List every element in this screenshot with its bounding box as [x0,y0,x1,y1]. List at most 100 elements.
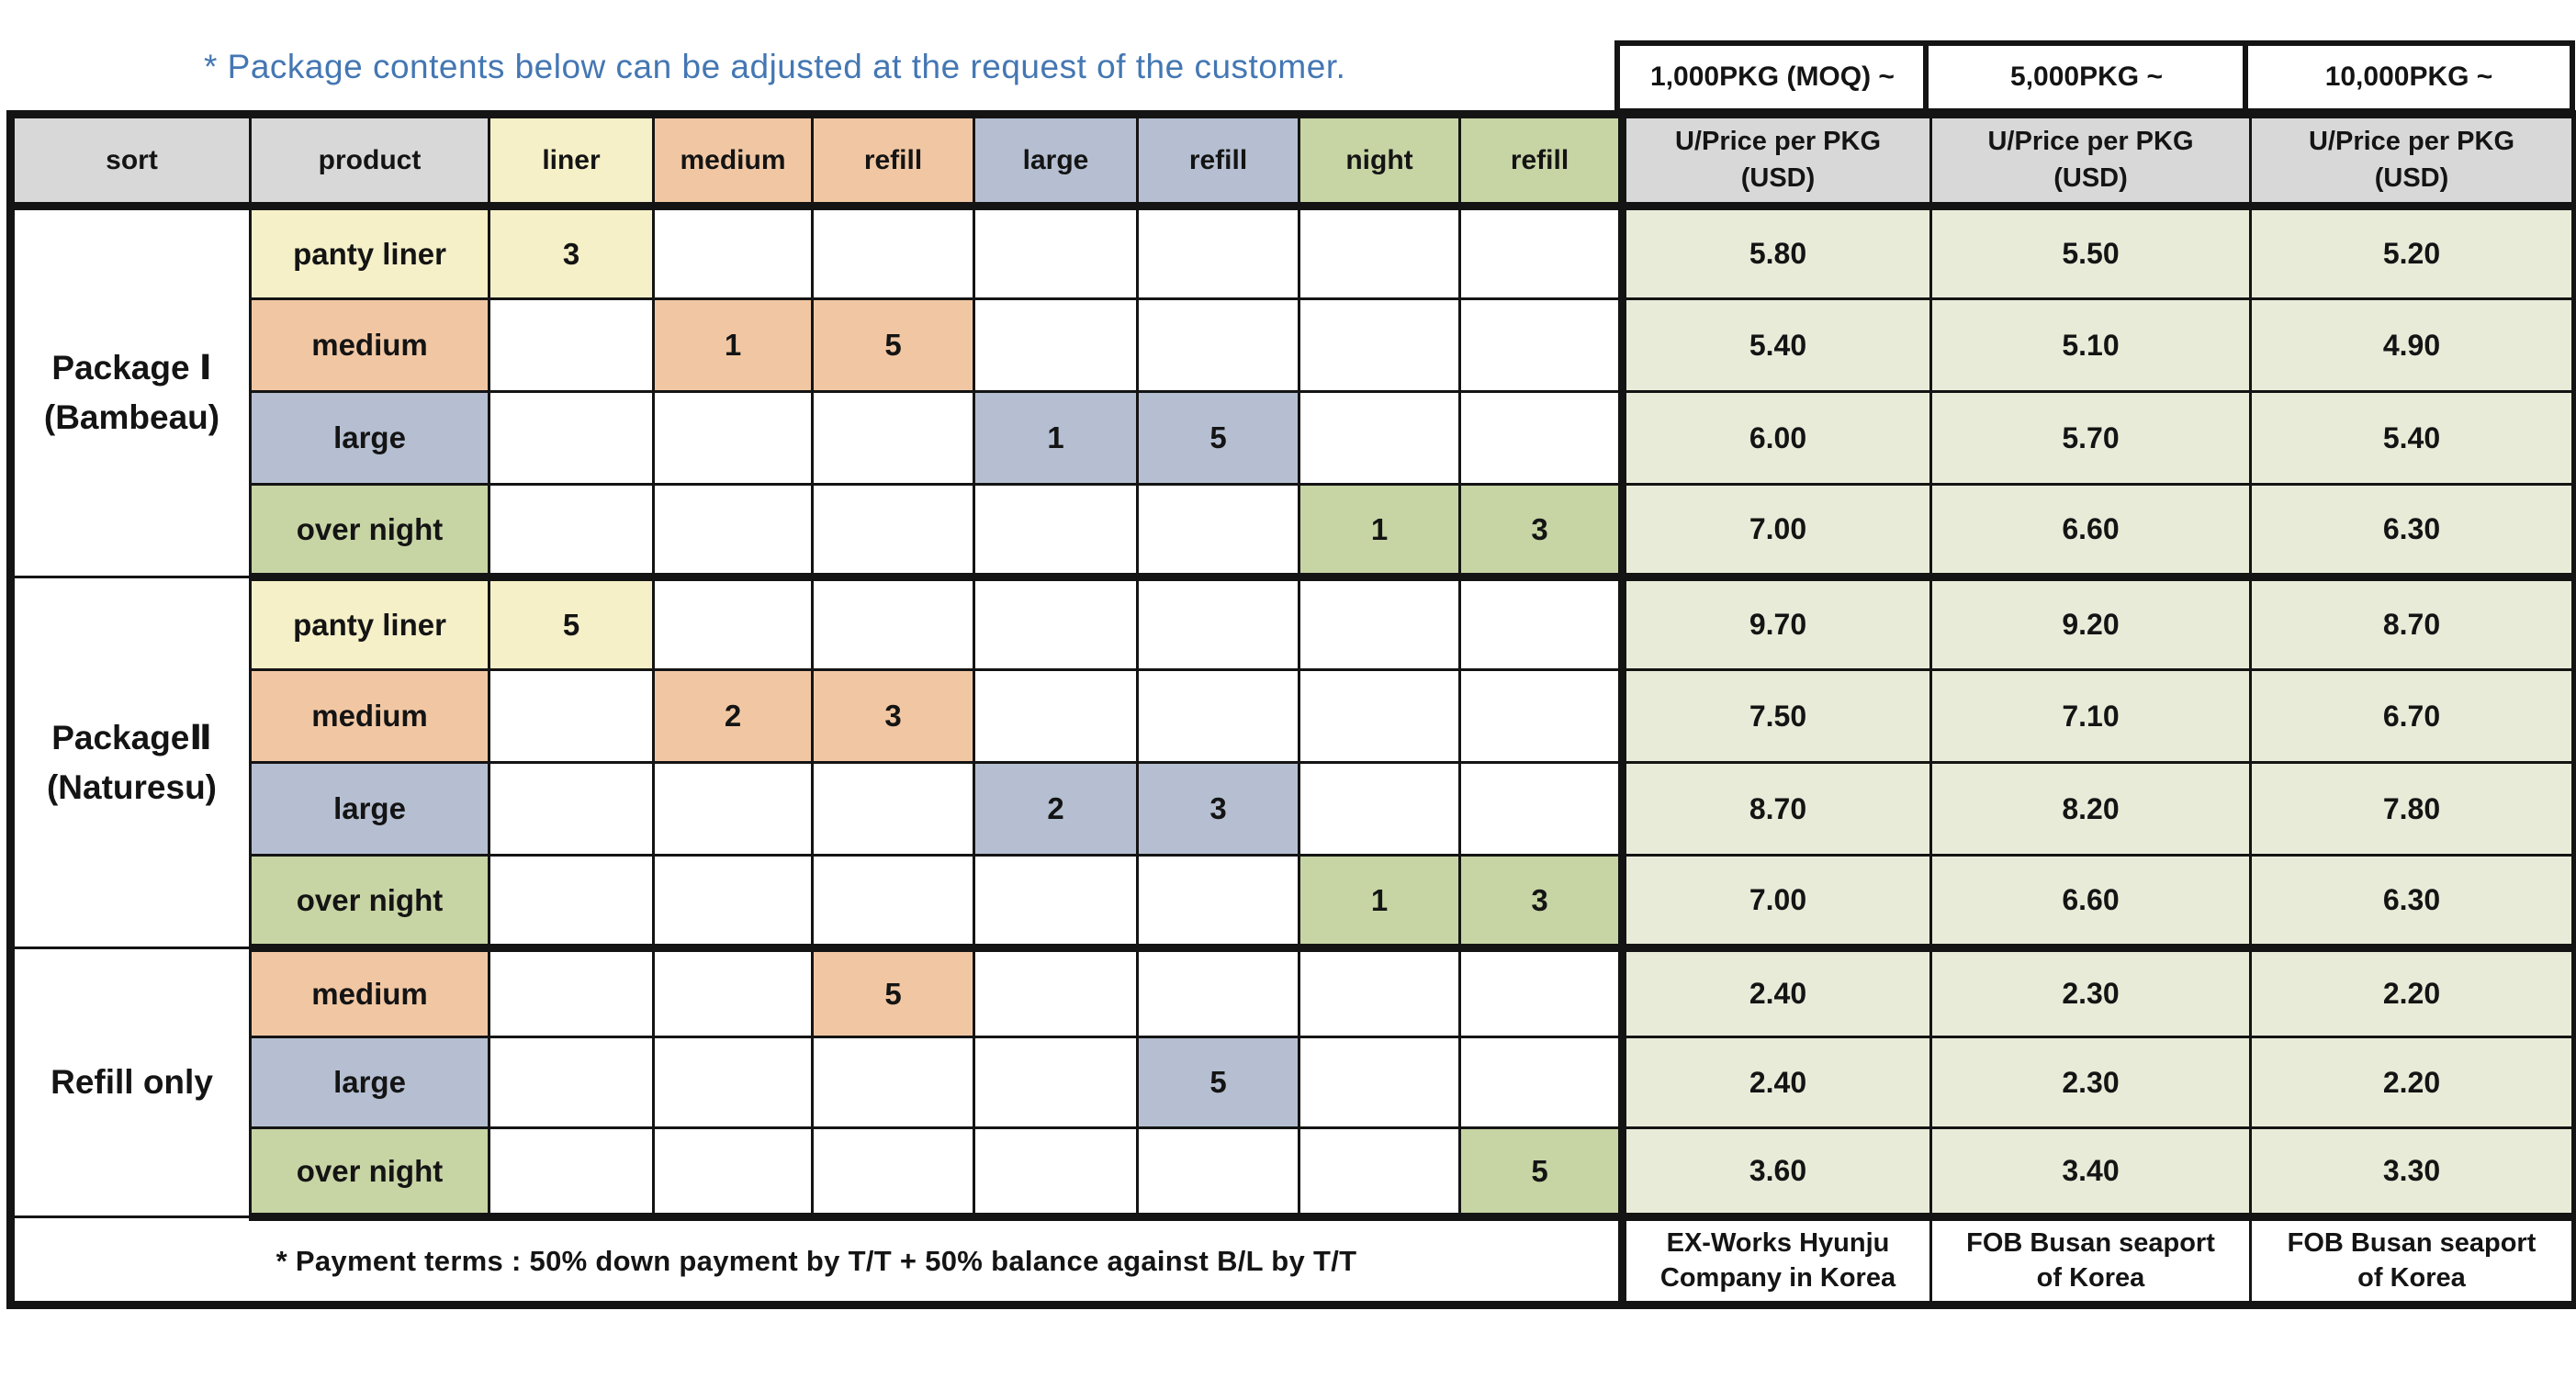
price-cell-tier3: 7.80 [2249,761,2576,857]
qty-cell-refill3 [1458,297,1624,393]
qty-cell-medium [652,947,814,1038]
qty-cell-refill2 [1136,1126,1300,1221]
table-row: medium 2 3 7.50 7.10 6.70 [11,668,2576,764]
price-cell-tier2: 5.10 [1929,297,2252,393]
qty-cell-refill1 [811,205,975,300]
price-cell-tier2: 2.30 [1929,947,2252,1038]
qty-cell-refill3 [1458,390,1624,486]
qty-cell-night [1298,947,1461,1038]
col-header-uprice-1: U/Price per PKG (USD) [1618,113,1932,210]
table-row: over night 5 3.60 3.40 3.30 [11,1126,2576,1221]
qty-cell-refill3 [1458,205,1624,300]
product-cell: large [249,761,490,857]
uprice-line2: (USD) [2374,162,2449,193]
qty-cell-night [1298,205,1461,300]
qty-cell-night [1298,1036,1461,1129]
qty-cell-medium [652,1036,814,1129]
section-cell-package2: PackageⅡ (Naturesu) [9,576,252,949]
table-row: large 5 2.40 2.30 2.20 [11,1036,2576,1129]
qty-cell-night [1298,1126,1461,1221]
table-row: Refill only medium 5 2.40 2.30 2.20 [9,947,2576,1218]
section-cell-refill-only: Refill only [9,947,252,1218]
qty-cell-refill1: 5 [811,297,975,393]
footer-row: * Payment terms : 50% down payment by T/… [9,1215,2576,1306]
section-name: PackageⅡ [51,718,212,756]
qty-cell-large [973,297,1139,393]
qty-cell-refill1 [811,1036,975,1129]
price-cell-tier3: 5.40 [2249,390,2576,486]
price-cell-tier2: 9.20 [1929,576,2252,671]
price-cell-tier1: 6.00 [1618,390,1932,486]
qty-cell-refill1 [811,1126,975,1221]
note-package-contents: * Package contents below can be adjusted… [204,48,1346,85]
col-header-liner: liner [488,113,655,210]
price-cell-tier1: 8.70 [1618,761,1932,857]
qty-cell-refill3 [1458,947,1624,1038]
qty-cell-medium [652,854,814,952]
qty-tier-header-1000pkg: 1,000PKG (MOQ) ~ [1614,40,1930,114]
price-cell-tier3: 6.30 [2249,854,2576,952]
price-cell-tier2: 5.70 [1929,390,2252,486]
price-cell-tier1: 3.60 [1618,1126,1932,1221]
qty-cell-medium: 1 [652,297,814,393]
qty-cell-night [1298,297,1461,393]
qty-cell-liner [488,1126,655,1221]
qty-cell-refill3: 5 [1458,1126,1624,1221]
product-cell: over night [249,483,490,581]
price-cell-tier2: 5.50 [1929,205,2252,300]
delivery-term-line2: of Korea [2357,1262,2466,1293]
table-row: medium 1 5 5.40 5.10 4.90 [11,297,2576,393]
table-row: Package Ⅰ (Bambeau) panty liner 3 5.80 5… [9,205,2576,578]
qty-cell-night: 1 [1298,483,1461,581]
payment-terms-cell: * Payment terms : 50% down payment by T/… [9,1215,1624,1306]
qty-cell-liner [488,483,655,581]
price-cell-tier2: 6.60 [1929,483,2252,581]
qty-cell-liner [488,668,655,764]
section-name: Refill only [51,1063,213,1102]
section-subname: (Naturesu) [46,767,218,806]
qty-cell-refill2 [1136,854,1300,952]
qty-cell-night [1298,761,1461,857]
qty-cell-refill3: 3 [1458,854,1624,952]
qty-cell-night [1298,576,1461,671]
col-header-sort: sort [9,113,252,210]
delivery-term-line2: of Korea [2036,1262,2145,1293]
col-header-large: large [973,113,1139,210]
qty-cell-liner [488,1036,655,1129]
qty-cell-refill1 [811,483,975,581]
qty-cell-refill2 [1136,947,1300,1038]
price-cell-tier3: 3.30 [2249,1126,2576,1221]
qty-cell-medium [652,390,814,486]
qty-cell-refill2: 5 [1136,1036,1300,1129]
price-cell-tier1: 2.40 [1618,1036,1932,1129]
product-cell: over night [249,854,490,952]
delivery-term-line1: FOB Busan seaport [1966,1227,2215,1258]
product-cell: large [249,1036,490,1129]
qty-cell-refill1: 3 [811,668,975,764]
price-cell-tier3: 2.20 [2249,1036,2576,1129]
price-cell-tier3: 4.90 [2249,297,2576,393]
price-cell-tier2: 7.10 [1929,668,2252,764]
qty-cell-medium [652,483,814,581]
col-header-uprice-2: U/Price per PKG (USD) [1929,113,2252,210]
qty-cell-refill2 [1136,668,1300,764]
qty-cell-large [973,947,1139,1038]
qty-cell-medium [652,205,814,300]
section-cell-package1: Package Ⅰ (Bambeau) [9,205,252,578]
uprice-line2: (USD) [2053,162,2128,193]
qty-cell-refill2 [1136,576,1300,671]
qty-cell-refill2 [1136,205,1300,300]
qty-cell-liner: 5 [488,576,655,671]
price-cell-tier1: 7.00 [1618,854,1932,952]
qty-cell-refill1: 5 [811,947,975,1038]
price-table: sort product liner medium refill large r… [6,110,2576,1309]
section-subname: (Bambeau) [43,398,220,436]
price-cell-tier1: 2.40 [1618,947,1932,1038]
qty-cell-refill1 [811,390,975,486]
qty-cell-night: 1 [1298,854,1461,952]
col-header-refill-large: refill [1136,113,1300,210]
qty-cell-large [973,483,1139,581]
col-header-night: night [1298,113,1461,210]
price-cell-tier1: 7.50 [1618,668,1932,764]
